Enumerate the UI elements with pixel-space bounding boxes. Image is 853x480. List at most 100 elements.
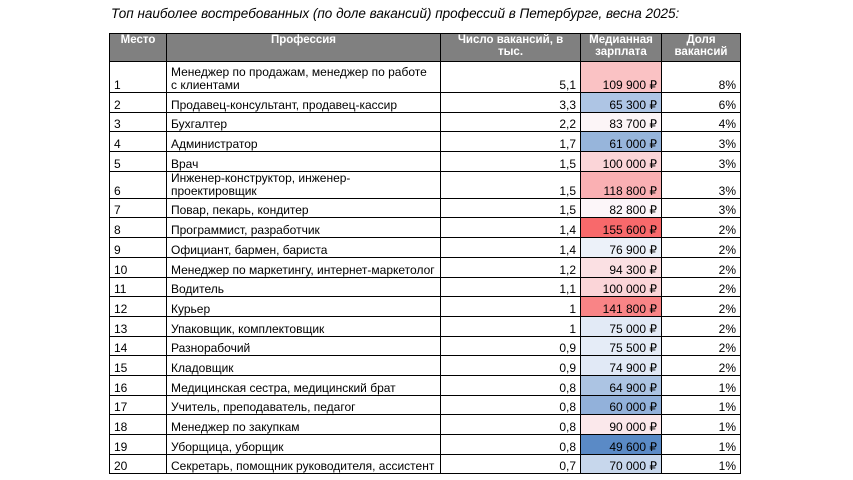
- vacancies-cell: 1,4: [440, 217, 581, 239]
- share-cell: 3%: [661, 170, 741, 199]
- table-row: 6 Инженер-конструктор, инженер-проектиров…: [109, 170, 741, 199]
- vacancies-cell: 1: [440, 315, 581, 337]
- salary-cell: 60 000 ₽: [580, 394, 662, 416]
- profession-cell: Разнорабочий: [166, 335, 441, 357]
- header-row: Место Профессия Число вакансий, в тыс. М…: [109, 33, 741, 62]
- rank-cell: 11: [109, 276, 167, 298]
- header-rank: Место: [109, 33, 167, 62]
- share-cell: 2%: [661, 315, 741, 337]
- vacancies-cell: 0,8: [440, 394, 581, 416]
- profession-cell: Учитель, преподаватель, педагог: [166, 394, 441, 416]
- table-row: 13 Упаковщик, комплектовщик 1 75 000 ₽2%: [109, 315, 741, 337]
- table-row: 17 Учитель, преподаватель, педагог 0,8 60 0…: [109, 394, 741, 416]
- share-cell: 1%: [661, 414, 741, 435]
- profession-cell: Менеджер по закупкам: [166, 414, 441, 435]
- vacancies-cell: 1: [440, 296, 581, 317]
- share-cell: 1%: [661, 434, 741, 455]
- profession-cell: Официант, бармен, бариста: [166, 237, 441, 258]
- profession-cell: Менеджер по продажам, менеджер по работе…: [166, 61, 441, 93]
- professions-table: Место Профессия Число вакансий, в тыс. М…: [109, 33, 741, 475]
- vacancies-cell: 1,5: [440, 170, 581, 199]
- rank-cell: 16: [109, 374, 167, 396]
- table-title: Топ наиболее востребованных (по доле вак…: [111, 6, 680, 21]
- vacancies-cell: 0,7: [440, 453, 581, 475]
- profession-cell: Повар, пекарь, кондитер: [166, 197, 441, 219]
- vacancies-cell: 0,9: [440, 335, 581, 357]
- salary-cell: 83 700 ₽: [580, 111, 662, 133]
- salary-cell: 100 000 ₽: [580, 151, 662, 172]
- salary-cell: 75 000 ₽: [580, 315, 662, 337]
- salary-cell: 141 800 ₽: [580, 296, 662, 317]
- rank-cell: 19: [109, 434, 167, 455]
- vacancies-cell: 3,3: [440, 92, 581, 113]
- profession-cell: Водитель: [166, 276, 441, 298]
- table-row: 1 Менеджер по продажам, менеджер по работ…: [109, 61, 741, 93]
- profession-cell: Секретарь, помощник руководителя, ассист…: [166, 453, 441, 475]
- rank-cell: 12: [109, 296, 167, 317]
- header-salary: Медианная зарплата: [580, 33, 662, 62]
- vacancies-cell: 0,8: [440, 414, 581, 435]
- vacancies-cell: 1,7: [440, 131, 581, 153]
- rank-cell: 5: [109, 151, 167, 172]
- rank-cell: 14: [109, 335, 167, 357]
- share-cell: 2%: [661, 296, 741, 317]
- profession-cell: Курьер: [166, 296, 441, 317]
- salary-cell: 155 600 ₽: [580, 217, 662, 239]
- share-cell: 1%: [661, 394, 741, 416]
- salary-cell: 109 900 ₽: [580, 61, 662, 93]
- vacancies-cell: 0,9: [440, 355, 581, 376]
- rank-cell: 2: [109, 92, 167, 113]
- vacancies-cell: 1,1: [440, 276, 581, 298]
- rank-cell: 20: [109, 453, 167, 475]
- share-cell: 2%: [661, 276, 741, 298]
- share-cell: 3%: [661, 151, 741, 172]
- share-cell: 2%: [661, 256, 741, 278]
- table-row: 12 Курьер 1 141 800 ₽2%: [109, 296, 741, 317]
- salary-cell: 74 900 ₽: [580, 355, 662, 376]
- salary-cell: 65 300 ₽: [580, 92, 662, 113]
- table-row: 14 Разнорабочий 0,9 75 500 ₽2%: [109, 335, 741, 357]
- share-cell: 1%: [661, 374, 741, 396]
- share-cell: 8%: [661, 61, 741, 93]
- table-row: 8 Программист, разработчик 1,4 155 600 ₽2%: [109, 217, 741, 239]
- profession-cell: Врач: [166, 151, 441, 172]
- vacancies-cell: 5,1: [440, 61, 581, 93]
- share-cell: 2%: [661, 217, 741, 239]
- vacancies-cell: 0,8: [440, 374, 581, 396]
- rank-cell: 3: [109, 111, 167, 133]
- profession-cell: Менеджер по маркетингу, интернет-маркето…: [166, 256, 441, 278]
- salary-cell: 76 900 ₽: [580, 237, 662, 258]
- profession-cell: Инженер-конструктор, инженер-проектировщ…: [166, 170, 441, 199]
- share-cell: 1%: [661, 453, 741, 475]
- salary-cell: 118 800 ₽: [580, 170, 662, 199]
- share-cell: 3%: [661, 131, 741, 153]
- profession-cell: Кладовщик: [166, 355, 441, 376]
- table-row: 11 Водитель 1,1 100 000 ₽2%: [109, 276, 741, 298]
- table-row: 18 Менеджер по закупкам 0,8 90 000 ₽1%: [109, 414, 741, 435]
- profession-cell: Уборщица, уборщик: [166, 434, 441, 455]
- vacancies-cell: 1,5: [440, 197, 581, 219]
- salary-cell: 49 600 ₽: [580, 434, 662, 455]
- rank-cell: 15: [109, 355, 167, 376]
- profession-cell: Упаковщик, комплектовщик: [166, 315, 441, 337]
- rank-cell: 6: [109, 170, 167, 199]
- table-row: 9 Официант, бармен, бариста 1,4 76 900 ₽2%: [109, 237, 741, 258]
- table-row: 2 Продавец-консультант, продавец-кассир 3,…: [109, 92, 741, 113]
- share-cell: 2%: [661, 355, 741, 376]
- vacancies-cell: 1,5: [440, 151, 581, 172]
- rank-cell: 10: [109, 256, 167, 278]
- salary-cell: 61 000 ₽: [580, 131, 662, 153]
- table-row: 3 Бухгалтер 2,2 83 700 ₽4%: [109, 111, 741, 133]
- table-row: 10 Менеджер по маркетингу, интернет-марке…: [109, 256, 741, 278]
- vacancies-cell: 2,2: [440, 111, 581, 133]
- rank-cell: 1: [109, 61, 167, 93]
- salary-cell: 94 300 ₽: [580, 256, 662, 278]
- header-profession: Профессия: [166, 33, 441, 62]
- salary-cell: 64 900 ₽: [580, 374, 662, 396]
- rank-cell: 7: [109, 197, 167, 219]
- table-row: 20 Секретарь, помощник руководителя, асси…: [109, 453, 741, 475]
- salary-cell: 75 500 ₽: [580, 335, 662, 357]
- rank-cell: 18: [109, 414, 167, 435]
- table-row: 5 Врач 1,5 100 000 ₽3%: [109, 151, 741, 172]
- share-cell: 2%: [661, 237, 741, 258]
